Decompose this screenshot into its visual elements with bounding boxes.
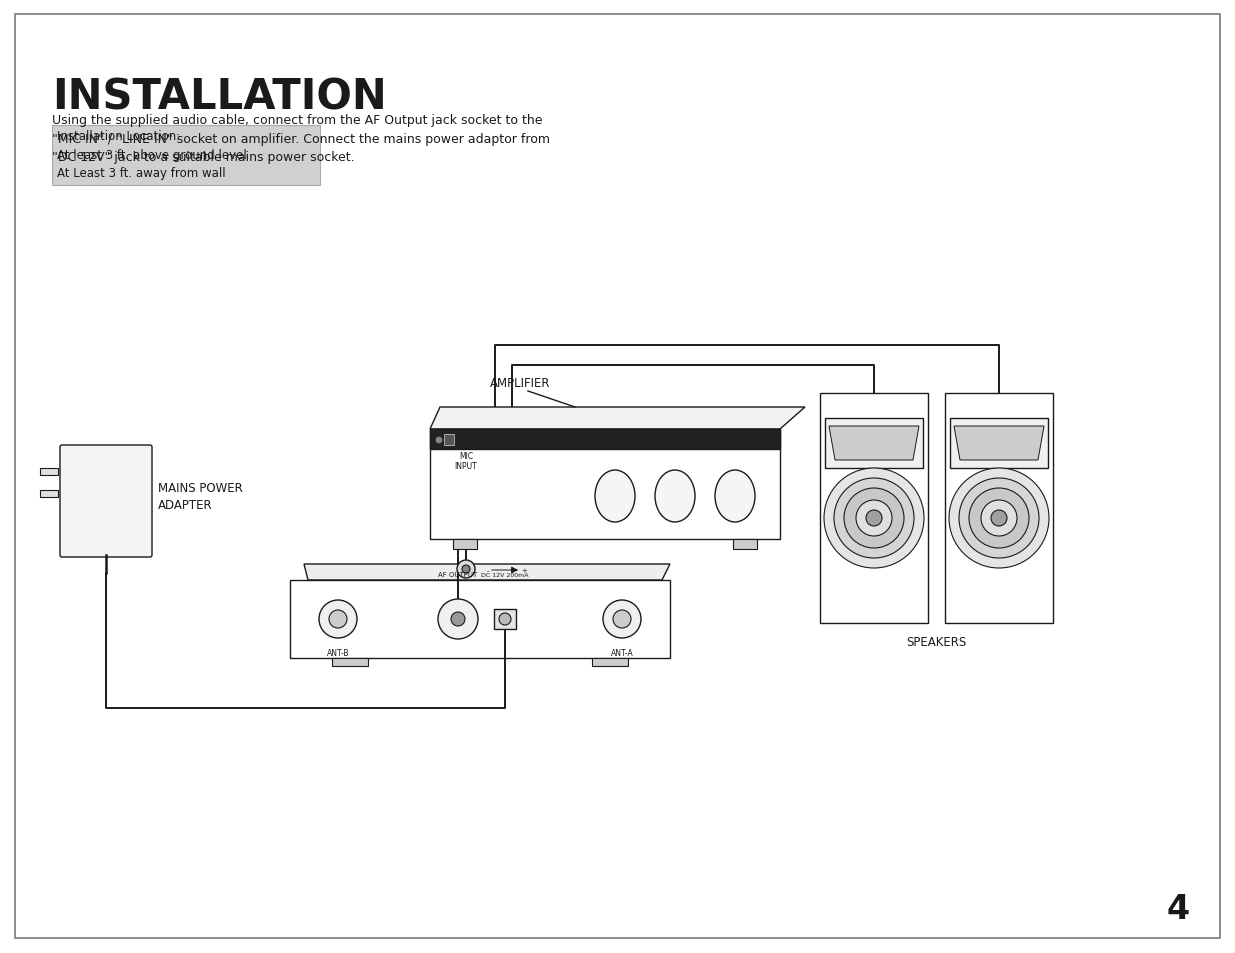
Bar (290, 580, 671, 659)
Bar (52, 126, 320, 186)
Circle shape (451, 613, 466, 626)
Text: AF OUTPUT: AF OUTPUT (438, 572, 478, 578)
Circle shape (844, 489, 904, 548)
Circle shape (866, 511, 882, 526)
Circle shape (824, 469, 924, 568)
Circle shape (960, 478, 1039, 558)
Text: SPEAKERS: SPEAKERS (906, 636, 966, 648)
Polygon shape (953, 427, 1044, 460)
Text: +: + (521, 567, 527, 574)
Circle shape (462, 565, 471, 574)
Bar (494, 609, 516, 629)
Circle shape (990, 511, 1007, 526)
Circle shape (969, 489, 1029, 548)
Circle shape (329, 610, 347, 628)
Text: AMPLIFIER: AMPLIFIER (490, 376, 551, 390)
Circle shape (499, 614, 511, 625)
Bar (40, 491, 58, 497)
Bar (825, 418, 923, 469)
Circle shape (948, 469, 1049, 568)
Bar (40, 469, 58, 476)
Bar (445, 435, 454, 446)
Circle shape (856, 500, 892, 537)
Circle shape (603, 600, 641, 639)
Text: 4: 4 (1167, 892, 1191, 925)
Ellipse shape (655, 471, 695, 522)
Text: MAINS POWER
ADAPTER: MAINS POWER ADAPTER (158, 481, 243, 512)
Text: MIC
INPUT: MIC INPUT (454, 452, 478, 471)
FancyBboxPatch shape (61, 446, 152, 558)
Bar (592, 659, 629, 666)
Bar (945, 394, 1053, 623)
Bar (332, 659, 368, 666)
Bar (734, 539, 757, 550)
Text: Installation Location:
At least 3 ft. above ground level
At Least 3 ft. away fro: Installation Location: At least 3 ft. ab… (57, 130, 247, 180)
Text: Using the supplied audio cable, connect from the AF Output jack socket to the
"M: Using the supplied audio cable, connect … (52, 113, 550, 164)
Circle shape (613, 610, 631, 628)
Polygon shape (304, 564, 671, 580)
Bar (820, 394, 927, 623)
Circle shape (981, 500, 1016, 537)
Text: DC 12V 200mA: DC 12V 200mA (482, 573, 529, 578)
Circle shape (834, 478, 914, 558)
Polygon shape (430, 408, 805, 430)
Text: ANT-A: ANT-A (610, 648, 634, 658)
Circle shape (319, 600, 357, 639)
Bar (453, 539, 477, 550)
Polygon shape (829, 427, 919, 460)
Bar (430, 430, 781, 450)
Bar (950, 418, 1049, 469)
Text: -: - (487, 567, 489, 574)
Circle shape (436, 437, 442, 443)
Bar (430, 430, 781, 539)
Circle shape (438, 599, 478, 639)
Circle shape (457, 560, 475, 578)
Ellipse shape (595, 471, 635, 522)
Text: ANT-B: ANT-B (327, 648, 350, 658)
Ellipse shape (715, 471, 755, 522)
Text: INSTALLATION: INSTALLATION (52, 76, 387, 118)
